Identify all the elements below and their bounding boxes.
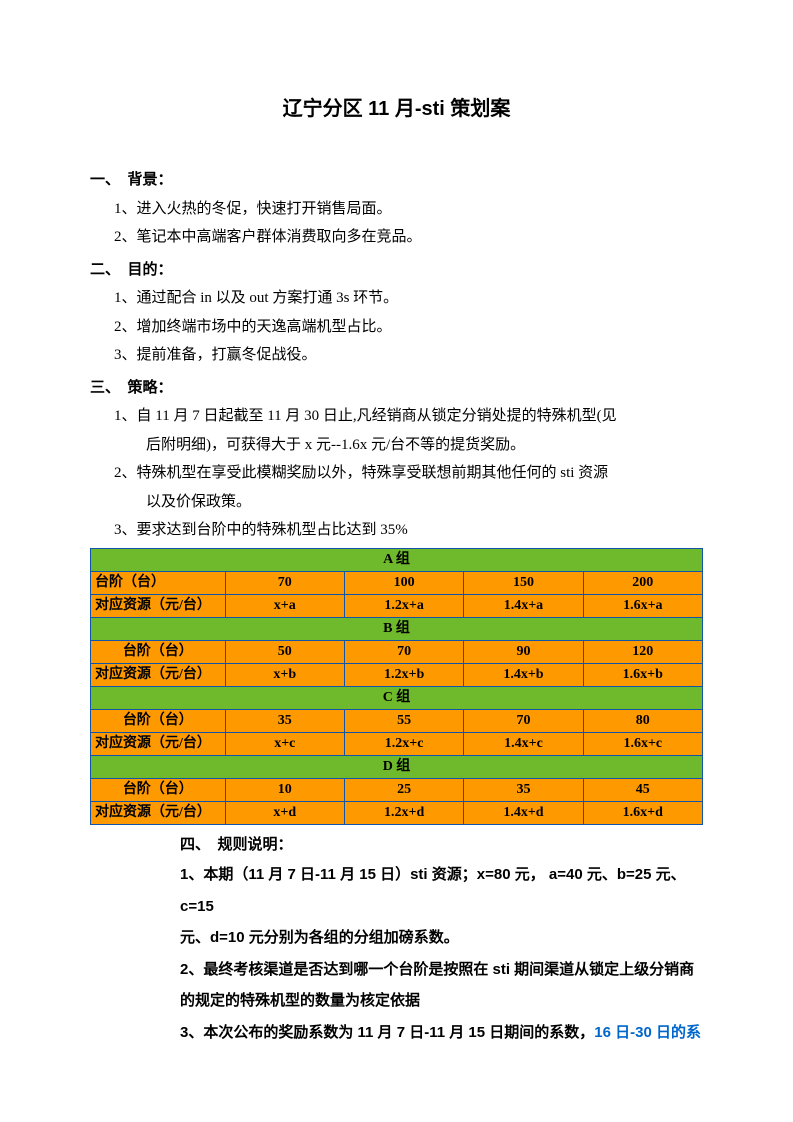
resource-label: 对应资源（元/台） — [91, 663, 226, 686]
section-background-head: 一、 背景： — [90, 166, 703, 195]
section-rules-head: 四、 规则说明： — [90, 831, 703, 860]
tier-label: 台阶（台） — [91, 709, 226, 732]
resource-cell: 1.4x+c — [464, 732, 583, 755]
tier-table: A 组台阶（台）70100150200对应资源（元/台）x+a1.2x+a1.4… — [90, 548, 703, 825]
resource-cell: 1.4x+b — [464, 663, 583, 686]
tier-label: 台阶（台） — [91, 778, 226, 801]
resource-cell: 1.4x+d — [464, 801, 583, 824]
group-header: D 组 — [91, 755, 703, 778]
group-header: C 组 — [91, 686, 703, 709]
strategy-item-1-line2: 后附明细)，可获得大于 x 元--1.6x 元/台不等的提货奖励。 — [146, 431, 703, 460]
tier-cell: 25 — [344, 778, 463, 801]
tier-cell: 10 — [225, 778, 344, 801]
resource-cell: x+a — [225, 594, 344, 617]
rule-1-line2: 元、d=10 元分别为各组的分组加磅系数。 — [90, 922, 703, 954]
tier-cell: 70 — [344, 640, 463, 663]
resource-cell: 1.6x+c — [583, 732, 702, 755]
rule-3-black: 3、本次公布的奖励系数为 11 月 7 日-11 月 15 日期间的系数， — [180, 1024, 594, 1041]
resource-cell: 1.4x+a — [464, 594, 583, 617]
group-header: A 组 — [91, 548, 703, 571]
tier-cell: 200 — [583, 571, 702, 594]
tier-cell: 150 — [464, 571, 583, 594]
resource-cell: x+d — [225, 801, 344, 824]
resource-cell: x+b — [225, 663, 344, 686]
tier-cell: 90 — [464, 640, 583, 663]
tier-cell: 70 — [225, 571, 344, 594]
strategy-item-3: 3、要求达到台阶中的特殊机型占比达到 35% — [90, 516, 703, 545]
tier-label: 台阶（台） — [91, 640, 226, 663]
tier-cell: 120 — [583, 640, 702, 663]
resource-cell: 1.2x+c — [344, 732, 463, 755]
tier-cell: 70 — [464, 709, 583, 732]
resource-label: 对应资源（元/台） — [91, 732, 226, 755]
strategy-item-1-line1: 1、自 11 月 7 日起截至 11 月 30 日止,凡经销商从锁定分销处提的特… — [114, 408, 617, 424]
page-title: 辽宁分区 11 月-sti 策划案 — [90, 90, 703, 128]
tier-label: 台阶（台） — [91, 571, 226, 594]
tier-cell: 50 — [225, 640, 344, 663]
goal-item-1: 1、通过配合 in 以及 out 方案打通 3s 环节。 — [90, 284, 703, 313]
rule-2-line1: 2、最终考核渠道是否达到哪一个台阶是按照在 sti 期间渠道从锁定上级分销商 — [90, 954, 703, 986]
tier-cell: 35 — [464, 778, 583, 801]
strategy-item-2: 2、特殊机型在享受此模糊奖励以外，特殊享受联想前期其他任何的 sti 资源 以及… — [90, 459, 703, 516]
goal-item-2: 2、增加终端市场中的天逸高端机型占比。 — [90, 313, 703, 342]
tier-cell: 55 — [344, 709, 463, 732]
goal-item-3: 3、提前准备，打赢冬促战役。 — [90, 341, 703, 370]
bg-item-2: 2、笔记本中高端客户群体消费取向多在竞品。 — [90, 223, 703, 252]
strategy-item-2-line2: 以及价保政策。 — [146, 488, 703, 517]
rule-1-line1: 1、本期（11 月 7 日-11 月 15 日）sti 资源；x=80 元， a… — [90, 859, 703, 922]
resource-label: 对应资源（元/台） — [91, 801, 226, 824]
bg-item-1: 1、进入火热的冬促，快速打开销售局面。 — [90, 195, 703, 224]
section-goal-head: 二、 目的： — [90, 256, 703, 285]
resource-cell: 1.6x+a — [583, 594, 702, 617]
rule-2-line2: 的规定的特殊机型的数量为核定依据 — [90, 985, 703, 1017]
strategy-item-2-line1: 2、特殊机型在享受此模糊奖励以外，特殊享受联想前期其他任何的 sti 资源 — [114, 465, 608, 481]
rule-3-blue: 16 日-30 日的系 — [594, 1024, 701, 1041]
group-header: B 组 — [91, 617, 703, 640]
strategy-item-1: 1、自 11 月 7 日起截至 11 月 30 日止,凡经销商从锁定分销处提的特… — [90, 402, 703, 459]
section-strategy-head: 三、 策略： — [90, 374, 703, 403]
resource-cell: 1.6x+d — [583, 801, 702, 824]
tier-cell: 35 — [225, 709, 344, 732]
rule-3: 3、本次公布的奖励系数为 11 月 7 日-11 月 15 日期间的系数，16 … — [90, 1017, 703, 1049]
resource-cell: 1.6x+b — [583, 663, 702, 686]
tier-cell: 80 — [583, 709, 702, 732]
resource-cell: 1.2x+d — [344, 801, 463, 824]
tier-cell: 45 — [583, 778, 702, 801]
resource-cell: x+c — [225, 732, 344, 755]
tier-cell: 100 — [344, 571, 463, 594]
resource-cell: 1.2x+a — [344, 594, 463, 617]
resource-cell: 1.2x+b — [344, 663, 463, 686]
resource-label: 对应资源（元/台） — [91, 594, 226, 617]
